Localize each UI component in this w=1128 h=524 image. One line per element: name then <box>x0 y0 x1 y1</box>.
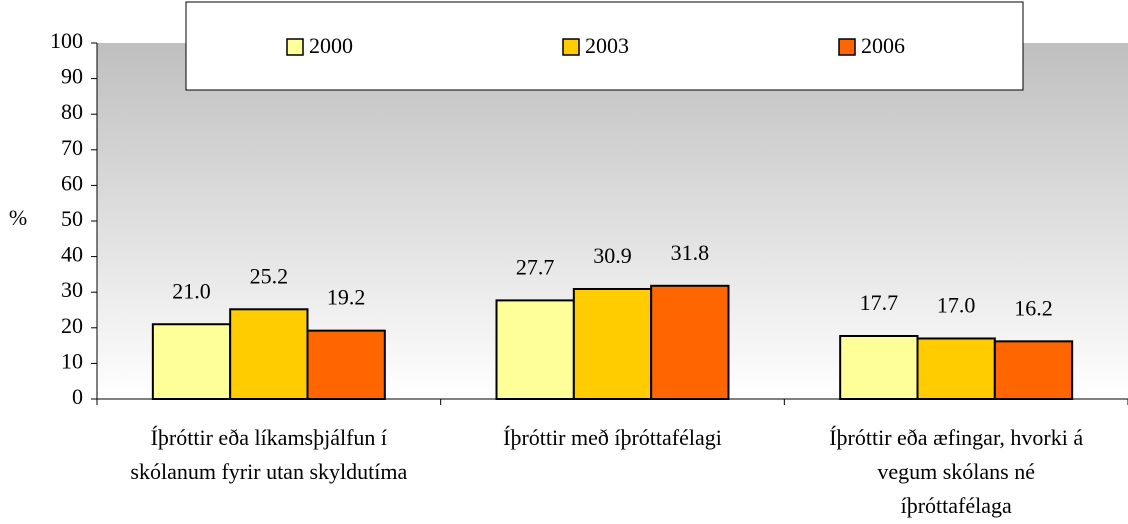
bar <box>916 337 996 401</box>
legend-swatch <box>286 38 304 56</box>
legend-label: 2000 <box>309 33 353 58</box>
bar <box>151 323 232 400</box>
value-label: 31.8 <box>671 240 710 265</box>
bar <box>495 299 575 400</box>
value-label: 27.7 <box>516 254 555 279</box>
x-tick-label: íþróttafélaga <box>901 493 1012 518</box>
y-tick-label: 10 <box>61 348 83 373</box>
bar <box>572 287 653 400</box>
y-tick-label: 70 <box>61 135 83 160</box>
x-tick-label: Íþróttir með íþróttafélagi <box>503 425 722 450</box>
bar <box>650 284 730 400</box>
y-tick-label: 80 <box>61 99 83 124</box>
bar <box>839 334 919 401</box>
value-label: 21.0 <box>172 278 211 303</box>
y-tick-label: 90 <box>61 64 83 89</box>
bar <box>229 308 309 400</box>
legend-box <box>185 1 1024 91</box>
x-tick-label: Íþróttir eða æfingar, hvorki á <box>829 425 1083 450</box>
value-label: 16.2 <box>1014 295 1053 320</box>
value-label: 17.0 <box>937 293 976 318</box>
legend-swatch <box>838 38 856 56</box>
x-tick-label: vegum skólans né <box>877 459 1035 484</box>
value-label: 17.7 <box>860 290 899 315</box>
bar <box>993 340 1074 401</box>
value-label: 19.2 <box>327 285 366 310</box>
legend-swatch <box>562 38 580 56</box>
y-tick-label: 20 <box>61 313 83 338</box>
y-axis-label: % <box>9 205 27 230</box>
value-label: 30.9 <box>593 243 632 268</box>
y-tick-label: 0 <box>72 384 83 409</box>
y-tick-label: 40 <box>61 242 83 267</box>
legend-label: 2003 <box>585 33 629 58</box>
y-tick-label: 100 <box>50 28 83 53</box>
bar <box>306 329 386 401</box>
y-tick-label: 60 <box>61 170 83 195</box>
legend-label: 2006 <box>861 33 905 58</box>
x-tick-label: Íþróttir eða líkamsþjálfun í <box>151 425 387 450</box>
y-tick-label: 30 <box>61 277 83 302</box>
value-label: 25.2 <box>250 263 289 288</box>
x-tick-label: skólanum fyrir utan skyldutíma <box>130 459 407 484</box>
y-tick-label: 50 <box>61 206 83 231</box>
